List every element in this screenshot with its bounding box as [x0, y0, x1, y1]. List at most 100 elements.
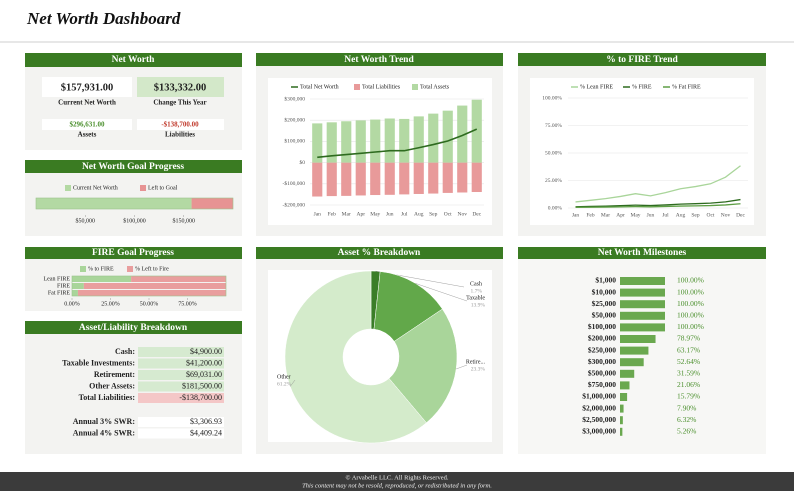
x-tick-label: Dec — [472, 211, 481, 217]
bar — [341, 162, 352, 196]
category-label: $10,000 — [592, 287, 617, 296]
x-tick-label: Apr — [356, 211, 365, 217]
legend-swatch — [127, 266, 133, 272]
x-tick-label: Jan — [314, 211, 322, 217]
category-label: $25,000 — [592, 299, 617, 308]
slice-label: Cash — [470, 281, 482, 287]
pie-slice — [388, 308, 458, 424]
legend-label: % Lean FIRE — [580, 84, 613, 90]
legend-label: Left to Goal — [148, 184, 178, 191]
bar — [620, 277, 665, 285]
bar — [355, 120, 366, 163]
y-tick-label: 25.00% — [545, 178, 562, 184]
chart-area — [530, 78, 754, 225]
bar — [442, 110, 453, 163]
bar — [399, 162, 410, 195]
category-label: $3,000,000 — [582, 427, 616, 436]
x-tick-label: May — [630, 212, 640, 218]
value-label: 52.64% — [677, 357, 700, 366]
bar — [457, 105, 468, 163]
y-tick-label: $0 — [300, 159, 306, 166]
y-tick-label: $200,000 — [284, 116, 305, 123]
legend-swatch — [65, 185, 71, 191]
row-label: Other Assets: — [89, 381, 135, 390]
bar — [355, 162, 366, 196]
legend-label: Total Liabilities — [362, 84, 401, 90]
x-tick-label: Nov — [721, 212, 731, 218]
x-tick-label: Mar — [601, 212, 610, 218]
value-label: 100.00% — [677, 299, 704, 308]
value-label: 78.97% — [677, 334, 700, 343]
legend-label: % Left to Fire — [135, 265, 169, 272]
current-net-worth-label: Current Net Worth — [58, 99, 116, 107]
legend-label: Current Net Worth — [73, 185, 118, 191]
row-value: $181,500.00 — [182, 381, 222, 390]
slice-value: 1.7% — [471, 288, 483, 294]
assets-value: $296,631.00 — [70, 121, 106, 129]
legend-label: % to FIRE — [88, 266, 114, 272]
footer-notice: This content may not be resold, reproduc… — [302, 482, 492, 489]
y-tick-label: 75.00% — [545, 123, 562, 129]
bar — [326, 122, 337, 163]
value-box — [137, 77, 224, 97]
category-label: $50,000 — [592, 311, 617, 320]
slice-value: 13.9% — [471, 302, 486, 308]
category-label: FIRE — [57, 283, 70, 289]
row-label: Taxable Investments: — [62, 358, 135, 367]
bar — [36, 198, 192, 209]
x-tick-label: 0.00% — [64, 301, 80, 307]
y-tick-label: 50.00% — [545, 150, 562, 156]
category-label: $200,000 — [588, 334, 616, 343]
bar — [191, 198, 233, 209]
x-tick-label: $150,000 — [173, 217, 196, 224]
category-label: $100,000 — [588, 322, 616, 331]
category-label: $2,500,000 — [582, 415, 616, 424]
assets-label: Assets — [78, 131, 97, 139]
x-tick-label: Jul — [662, 212, 669, 218]
bar — [620, 311, 665, 320]
bar — [384, 118, 395, 163]
row-label: Retirement: — [94, 370, 135, 379]
panel-body — [518, 259, 766, 454]
x-tick-label: 75.00% — [178, 301, 197, 307]
bar — [399, 118, 410, 163]
bar — [471, 99, 482, 163]
panel-header — [25, 160, 242, 173]
bar — [620, 393, 628, 401]
value-box — [138, 370, 224, 380]
value-label: 7.90% — [677, 403, 696, 412]
bar — [370, 162, 381, 196]
bar — [620, 427, 623, 436]
x-tick-label: Aug — [414, 211, 424, 217]
swr-label: Annual 4% SWR: — [73, 428, 135, 437]
x-tick-label: Apr — [616, 212, 625, 218]
legend-label: % Fat FIRE — [672, 84, 701, 90]
value-box — [137, 119, 224, 130]
panel-title: Net Worth Trend — [344, 55, 414, 65]
leader-line — [290, 379, 296, 387]
value-label: 15.79% — [677, 392, 700, 401]
value-box — [138, 393, 224, 403]
category-label: $250,000 — [588, 345, 616, 354]
panel-header — [256, 53, 503, 66]
line — [575, 203, 741, 209]
value-box — [138, 381, 224, 392]
value-label: 31.59% — [677, 369, 700, 378]
bar — [442, 162, 453, 193]
x-tick-label: Jan — [572, 212, 580, 218]
page-title: Net Worth Dashboard — [26, 9, 181, 28]
row-label: Cash: — [115, 347, 135, 356]
swr-label: Annual 3% SWR: — [73, 417, 135, 426]
legend-label: % FIRE — [632, 84, 652, 90]
bar — [620, 404, 624, 413]
x-tick-label: May — [370, 211, 380, 217]
category-label: $2,000,000 — [582, 403, 616, 412]
y-tick-label: $300,000 — [284, 95, 305, 102]
row-label: Total Liabilities: — [79, 393, 135, 402]
liabilities-label: Liabilities — [165, 131, 195, 139]
row-value: $41,200.00 — [186, 358, 222, 367]
panel-header — [256, 247, 503, 259]
panel-header — [518, 247, 766, 259]
row-value: -$138,700.00 — [179, 393, 222, 402]
liabilities-value: -$138,700.00 — [161, 121, 199, 129]
